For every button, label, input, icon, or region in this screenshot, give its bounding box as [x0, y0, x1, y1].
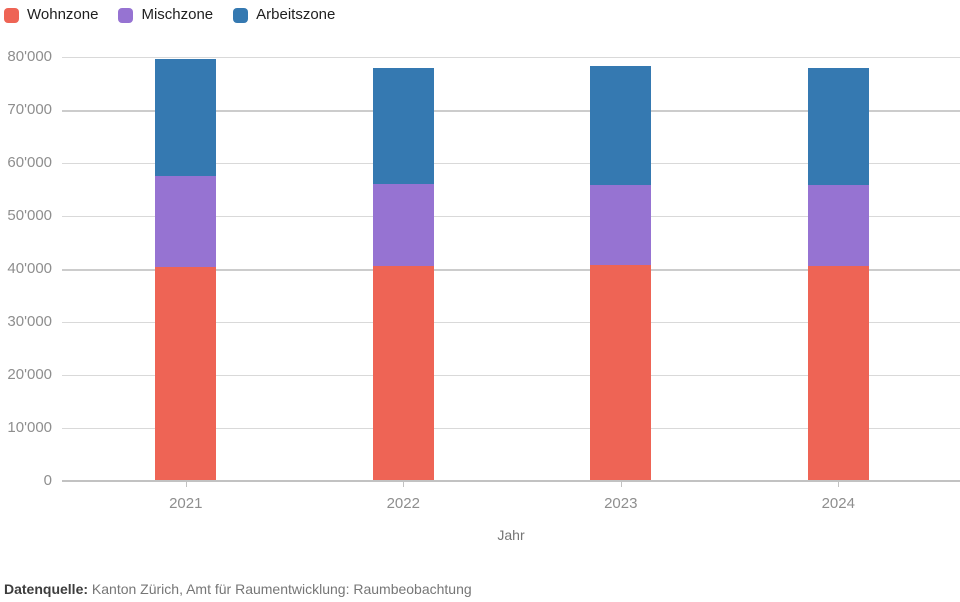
legend-item-mischzone[interactable]: Mischzone	[118, 6, 213, 24]
gridline-20000	[62, 375, 960, 376]
legend-item-arbeitszone[interactable]: Arbeitszone	[233, 6, 335, 24]
bar-segment-2021-wohnzone[interactable]	[155, 267, 217, 480]
data-source: Datenquelle: Kanton Zürich, Amt für Raum…	[4, 580, 472, 598]
x-tick-label-2021: 2021	[169, 495, 203, 512]
bar-segment-2024-arbeitszone[interactable]	[807, 68, 869, 185]
y-tick-label-10000: 10'000	[7, 419, 52, 436]
y-tick-label-30000: 30'000	[7, 313, 52, 330]
bar-segment-2023-mischzone[interactable]	[590, 185, 652, 265]
x-axis-title: Jahr	[497, 527, 525, 543]
bar-segment-2021-arbeitszone[interactable]	[155, 59, 217, 176]
bar-2024	[807, 68, 869, 480]
bar-segment-2021-mischzone[interactable]	[155, 176, 217, 267]
y-tick-label-50000: 50'000	[7, 207, 52, 224]
legend-item-wohnzone[interactable]: Wohnzone	[4, 6, 98, 24]
gridline-30000	[62, 322, 960, 323]
x-tick-mark-2022	[403, 482, 405, 487]
y-tick-label-0: 0	[43, 472, 52, 489]
legend-label-mischzone: Mischzone	[141, 6, 214, 23]
bar-segment-2022-arbeitszone[interactable]	[372, 68, 434, 184]
bar-segment-2022-mischzone[interactable]	[372, 184, 434, 266]
data-source-label: Datenquelle:	[4, 581, 89, 597]
legend-swatch-arbeitszone	[233, 7, 249, 23]
legend-swatch-mischzone	[118, 7, 134, 23]
x-axis-line	[62, 480, 960, 482]
x-tick-label-2022: 2022	[386, 495, 420, 512]
y-tick-label-20000: 20'000	[7, 366, 52, 383]
y-tick-label-80000: 80'000	[7, 48, 52, 65]
x-tick-mark-2023	[620, 482, 622, 487]
y-tick-label-60000: 60'000	[7, 154, 52, 171]
gridline-60000	[62, 163, 960, 164]
gridline-40000	[62, 269, 960, 271]
gridline-50000	[62, 216, 960, 217]
y-tick-label-70000: 70'000	[7, 101, 52, 118]
gridline-10000	[62, 428, 960, 429]
gridline-80000	[62, 57, 960, 58]
gridline-70000	[62, 110, 960, 112]
x-tick-mark-2024	[838, 482, 840, 487]
plot-area	[62, 57, 960, 482]
y-tick-label-40000: 40'000	[7, 260, 52, 277]
bar-segment-2024-mischzone[interactable]	[807, 185, 869, 266]
legend-swatch-wohnzone	[4, 7, 19, 23]
legend-label-arbeitszone: Arbeitszone	[256, 6, 336, 23]
bar-2022	[372, 68, 434, 480]
x-tick-mark-2021	[185, 482, 187, 487]
x-tick-label-2023: 2023	[604, 495, 638, 512]
data-source-text: Kanton Zürich, Amt für Raumentwicklung: …	[91, 581, 472, 597]
chart-legend: Wohnzone Mischzone Arbeitszone	[4, 6, 335, 24]
bar-segment-2022-wohnzone[interactable]	[372, 266, 434, 480]
bar-2023	[590, 66, 652, 480]
x-tick-label-2024: 2024	[821, 495, 855, 512]
bar-segment-2023-wohnzone[interactable]	[590, 265, 652, 480]
legend-label-wohnzone: Wohnzone	[27, 6, 99, 23]
bar-2021	[155, 59, 217, 480]
bar-segment-2023-arbeitszone[interactable]	[590, 66, 652, 185]
bar-segment-2024-wohnzone[interactable]	[807, 266, 869, 480]
